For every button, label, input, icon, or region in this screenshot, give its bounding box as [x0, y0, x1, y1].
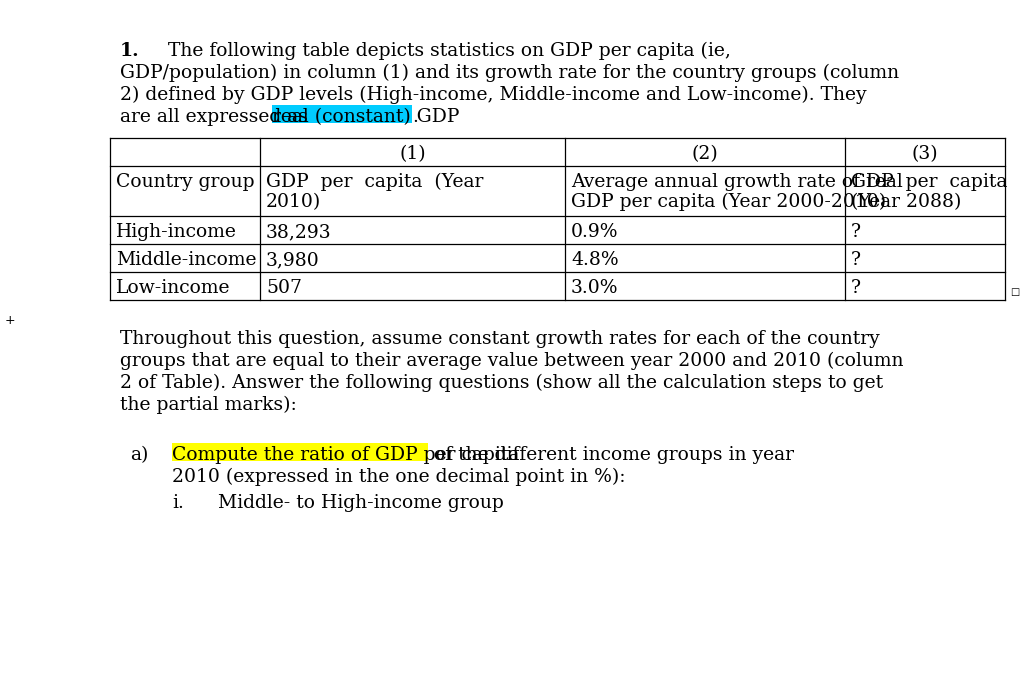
- Text: □: □: [1010, 287, 1019, 297]
- Text: Average annual growth rate of real: Average annual growth rate of real: [571, 173, 903, 191]
- Text: ?: ?: [851, 279, 861, 297]
- Text: Compute the ratio of GDP per capita: Compute the ratio of GDP per capita: [172, 446, 519, 464]
- Text: The following table depicts statistics on GDP per capita (ie,: The following table depicts statistics o…: [150, 42, 731, 61]
- Text: GDP/population) in column (1) and its growth rate for the country groups (column: GDP/population) in column (1) and its gr…: [120, 64, 899, 83]
- Text: 1.: 1.: [120, 42, 139, 60]
- Text: a): a): [130, 446, 148, 464]
- Text: .: .: [412, 108, 418, 126]
- Text: Throughout this question, assume constant growth rates for each of the country: Throughout this question, assume constan…: [120, 330, 880, 348]
- Text: GDP  per  capita: GDP per capita: [851, 173, 1008, 191]
- Text: Country group: Country group: [116, 173, 255, 191]
- Text: real (constant) GDP: real (constant) GDP: [272, 108, 460, 126]
- Text: Middle- to High-income group: Middle- to High-income group: [218, 494, 504, 512]
- Text: are all expressed as: are all expressed as: [120, 108, 314, 126]
- Text: 38,293: 38,293: [266, 223, 332, 241]
- Text: (2): (2): [691, 145, 719, 163]
- Text: (3): (3): [911, 145, 938, 163]
- FancyBboxPatch shape: [172, 443, 428, 461]
- Text: 3,980: 3,980: [266, 251, 319, 269]
- Text: the partial marks):: the partial marks):: [120, 396, 297, 414]
- Text: (1): (1): [399, 145, 426, 163]
- Text: High-income: High-income: [116, 223, 237, 241]
- Text: 2 of Table). Answer the following questions (show all the calculation steps to g: 2 of Table). Answer the following questi…: [120, 374, 883, 392]
- Text: +: +: [5, 314, 15, 327]
- Text: (Year 2088): (Year 2088): [851, 193, 962, 211]
- Text: 0.9%: 0.9%: [571, 223, 618, 241]
- Text: groups that are equal to their average value between year 2000 and 2010 (column: groups that are equal to their average v…: [120, 352, 903, 370]
- Text: i.: i.: [172, 494, 184, 512]
- Text: ?: ?: [851, 223, 861, 241]
- FancyBboxPatch shape: [272, 105, 412, 123]
- Text: 3.0%: 3.0%: [571, 279, 618, 297]
- Text: GDP per capita (Year 2000-2010): GDP per capita (Year 2000-2010): [571, 193, 886, 211]
- Text: 2010): 2010): [266, 193, 322, 211]
- Text: 2) defined by GDP levels (High-income, Middle-income and Low-income). They: 2) defined by GDP levels (High-income, M…: [120, 86, 866, 105]
- Text: Low-income: Low-income: [116, 279, 230, 297]
- Text: Middle-income: Middle-income: [116, 251, 256, 269]
- Text: 4.8%: 4.8%: [571, 251, 618, 269]
- Text: ?: ?: [851, 251, 861, 269]
- Text: 2010 (expressed in the one decimal point in %):: 2010 (expressed in the one decimal point…: [172, 468, 626, 486]
- Text: GDP  per  capita  (Year: GDP per capita (Year: [266, 173, 483, 191]
- Text: of the different income groups in year: of the different income groups in year: [428, 446, 794, 464]
- Text: 507: 507: [266, 279, 302, 297]
